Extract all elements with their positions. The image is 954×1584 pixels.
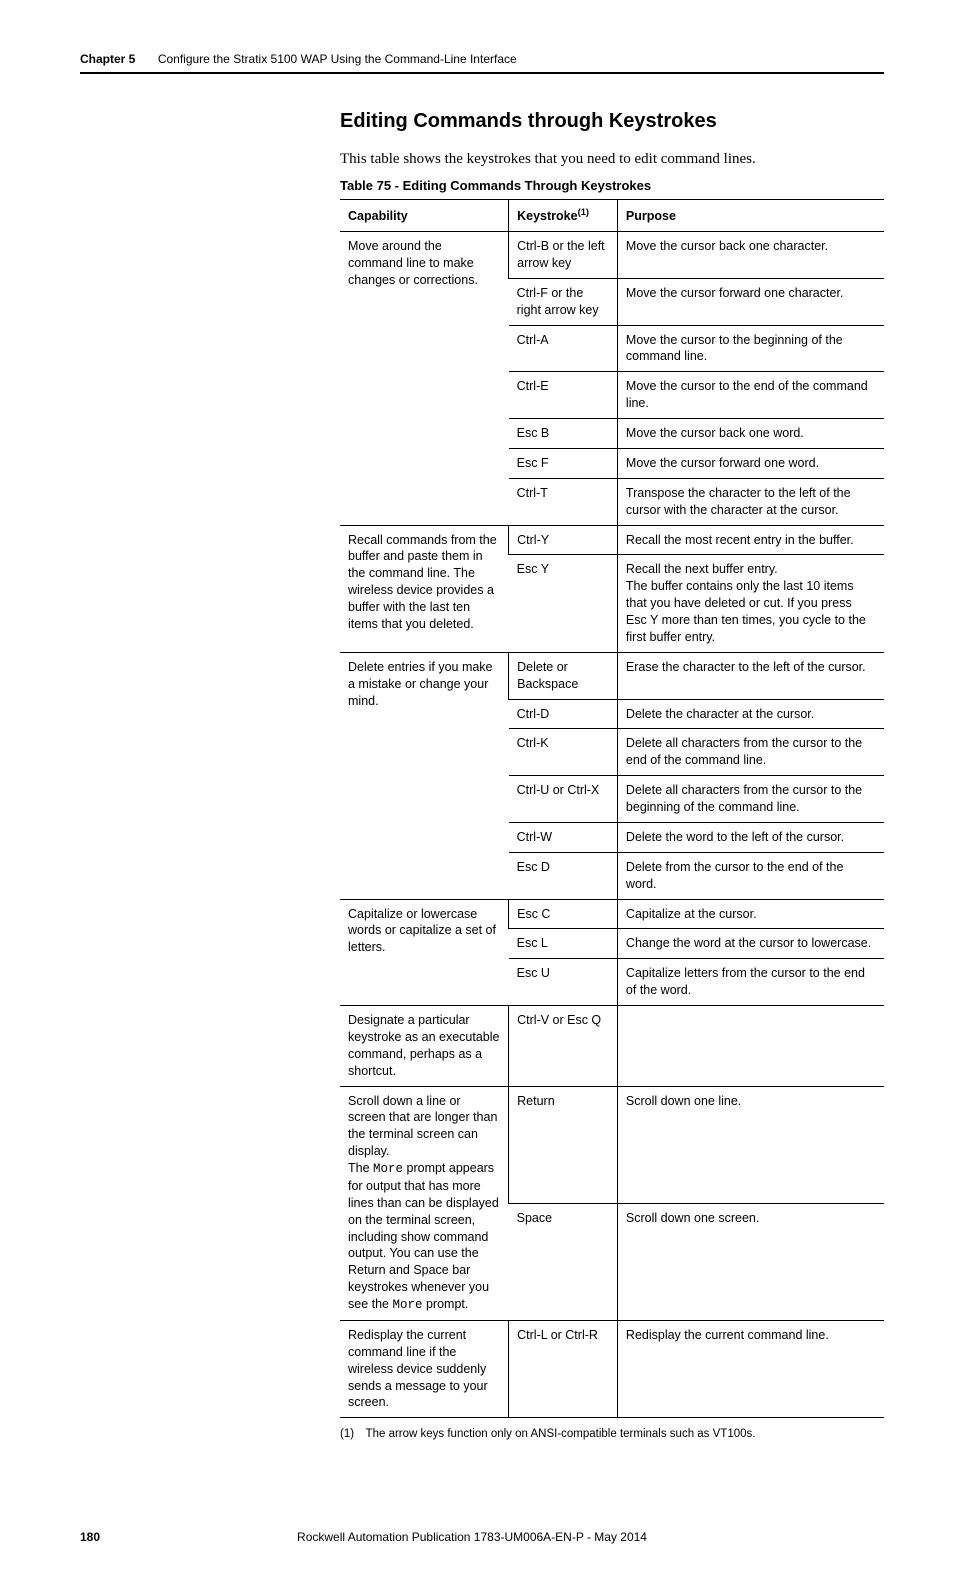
cell-keystroke: Ctrl-V or Esc Q: [509, 1006, 618, 1087]
cell-purpose: Delete all characters from the cursor to…: [617, 776, 884, 823]
cell-keystroke: Esc B: [509, 419, 618, 449]
cell-capability: Delete entries if you make a mistake or …: [340, 652, 509, 899]
cell-purpose: Move the cursor forward one word.: [617, 448, 884, 478]
page-number: 180: [80, 1530, 100, 1544]
cell-purpose: Delete all characters from the cursor to…: [617, 729, 884, 776]
table-caption: Table 75 - Editing Commands Through Keys…: [340, 178, 884, 193]
cell-keystroke: Ctrl-E: [509, 372, 618, 419]
chapter-title: Configure the Stratix 5100 WAP Using the…: [158, 52, 517, 66]
cell-keystroke: Esc Y: [509, 555, 618, 652]
cell-purpose: Capitalize at the cursor.: [617, 899, 884, 929]
cell-keystroke: Ctrl-L or Ctrl-R: [509, 1320, 618, 1417]
table-row: Move around the command line to make cha…: [340, 232, 884, 279]
cell-keystroke: Return: [509, 1086, 618, 1203]
cell-keystroke: Space: [509, 1203, 618, 1320]
table-body: Move around the command line to make cha…: [340, 232, 884, 1418]
cell-purpose: [617, 1006, 884, 1087]
cell-keystroke: Ctrl-T: [509, 478, 618, 525]
cell-keystroke: Ctrl-Y: [509, 525, 618, 555]
cell-purpose: Recall the next buffer entry.The buffer …: [617, 555, 884, 652]
chapter-label: Chapter 5: [80, 52, 135, 66]
cell-capability: Capitalize or lowercase words or capital…: [340, 899, 509, 1006]
cell-capability: Scroll down a line or screen that are lo…: [340, 1086, 509, 1320]
running-header: Chapter 5 Configure the Stratix 5100 WAP…: [80, 50, 884, 74]
cell-keystroke: Ctrl-U or Ctrl-X: [509, 776, 618, 823]
cell-capability: Recall commands from the buffer and past…: [340, 525, 509, 652]
table-row: Designate a particular keystroke as an e…: [340, 1006, 884, 1087]
page-footer: 180 Rockwell Automation Publication 1783…: [80, 1530, 884, 1544]
cell-purpose: Delete the character at the cursor.: [617, 699, 884, 729]
cell-purpose: Move the cursor forward one character.: [617, 278, 884, 325]
th-capability: Capability: [340, 200, 509, 232]
cell-keystroke: Esc D: [509, 852, 618, 899]
table-row: Capitalize or lowercase words or capital…: [340, 899, 884, 929]
cell-purpose: Recall the most recent entry in the buff…: [617, 525, 884, 555]
cell-keystroke: Ctrl-F or the right arrow key: [509, 278, 618, 325]
page: Chapter 5 Configure the Stratix 5100 WAP…: [0, 0, 954, 1584]
publication-info: Rockwell Automation Publication 1783-UM0…: [297, 1530, 647, 1544]
th-keystroke: Keystroke(1): [509, 200, 618, 232]
cell-purpose: Redisplay the current command line.: [617, 1320, 884, 1417]
cell-purpose: Capitalize letters from the cursor to th…: [617, 959, 884, 1006]
table-row: Recall commands from the buffer and past…: [340, 525, 884, 555]
cell-purpose: Scroll down one line.: [617, 1086, 884, 1203]
footer-spacer: [844, 1530, 884, 1544]
table-row: Redisplay the current command line if th…: [340, 1320, 884, 1417]
cell-capability: Redisplay the current command line if th…: [340, 1320, 509, 1417]
section-intro: This table shows the keystrokes that you…: [340, 151, 884, 168]
section-heading: Editing Commands through Keystrokes: [340, 110, 884, 133]
table-footnote: (1) The arrow keys function only on ANSI…: [340, 1428, 884, 1440]
cell-purpose: Transpose the character to the left of t…: [617, 478, 884, 525]
table-row: Scroll down a line or screen that are lo…: [340, 1086, 884, 1203]
cell-purpose: Move the cursor back one word.: [617, 419, 884, 449]
cell-purpose: Move the cursor to the beginning of the …: [617, 325, 884, 372]
cell-keystroke: Ctrl-B or the left arrow key: [509, 232, 618, 279]
cell-keystroke: Esc U: [509, 959, 618, 1006]
th-purpose: Purpose: [617, 200, 884, 232]
cell-keystroke: Ctrl-W: [509, 822, 618, 852]
cell-purpose: Scroll down one screen.: [617, 1203, 884, 1320]
keystrokes-table: Capability Keystroke(1) Purpose Move aro…: [340, 199, 884, 1418]
cell-capability: Designate a particular keystroke as an e…: [340, 1006, 509, 1087]
content-block: Editing Commands through Keystrokes This…: [340, 110, 884, 1440]
cell-keystroke: Delete or Backspace: [509, 652, 618, 699]
cell-purpose: Erase the character to the left of the c…: [617, 652, 884, 699]
cell-purpose: Change the word at the cursor to lowerca…: [617, 929, 884, 959]
table-header-row: Capability Keystroke(1) Purpose: [340, 200, 884, 232]
cell-keystroke: Ctrl-D: [509, 699, 618, 729]
cell-keystroke: Esc C: [509, 899, 618, 929]
cell-purpose: Delete from the cursor to the end of the…: [617, 852, 884, 899]
cell-keystroke: Esc L: [509, 929, 618, 959]
table-row: Delete entries if you make a mistake or …: [340, 652, 884, 699]
cell-purpose: Move the cursor back one character.: [617, 232, 884, 279]
cell-capability: Move around the command line to make cha…: [340, 232, 509, 526]
cell-purpose: Delete the word to the left of the curso…: [617, 822, 884, 852]
cell-keystroke: Ctrl-K: [509, 729, 618, 776]
cell-purpose: Move the cursor to the end of the comman…: [617, 372, 884, 419]
cell-keystroke: Ctrl-A: [509, 325, 618, 372]
cell-keystroke: Esc F: [509, 448, 618, 478]
